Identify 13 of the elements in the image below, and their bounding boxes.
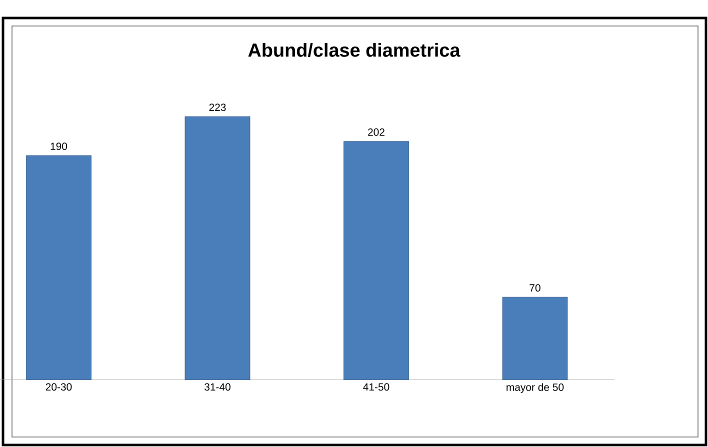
data-label: 202 xyxy=(368,128,384,136)
bar xyxy=(502,296,568,380)
bar xyxy=(184,116,250,380)
x-tick-label: 31-40 xyxy=(204,383,230,391)
data-label: 190 xyxy=(50,142,68,150)
data-label: 70 xyxy=(530,284,540,292)
data-label: 223 xyxy=(209,104,226,112)
x-tick-label: mayor de 50 xyxy=(506,383,564,393)
x-tick-label: 20-30 xyxy=(46,383,72,391)
bar xyxy=(26,155,92,380)
x-tick-label: 41-50 xyxy=(363,383,390,391)
bar xyxy=(344,141,409,380)
chart-title: Abund/clase diametrica xyxy=(248,42,460,58)
